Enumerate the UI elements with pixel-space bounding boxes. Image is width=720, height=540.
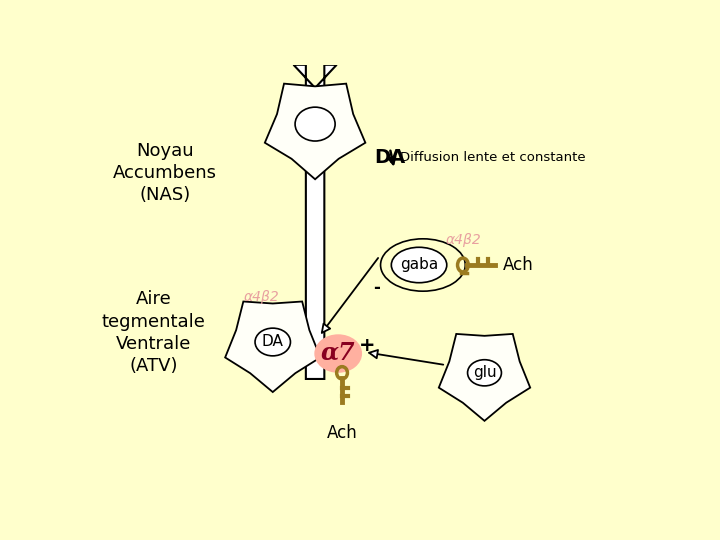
Text: Ach: Ach [503, 256, 534, 274]
Polygon shape [438, 334, 530, 421]
Ellipse shape [467, 360, 501, 386]
Text: α7: α7 [321, 340, 356, 364]
Polygon shape [294, 65, 337, 379]
Text: Aire
tegmentale
Ventrale
(ATV): Aire tegmentale Ventrale (ATV) [102, 291, 205, 375]
Ellipse shape [381, 239, 465, 291]
Text: Noyau
Accumbens
(NAS): Noyau Accumbens (NAS) [113, 142, 217, 204]
Text: DA: DA [374, 148, 405, 167]
Polygon shape [225, 301, 320, 392]
Text: glu: glu [473, 365, 496, 380]
Text: α4β2: α4β2 [446, 233, 482, 247]
Text: gaba: gaba [400, 258, 438, 273]
Ellipse shape [255, 328, 290, 356]
Ellipse shape [295, 107, 335, 141]
Ellipse shape [392, 247, 447, 283]
Text: -: - [373, 279, 380, 297]
Polygon shape [265, 84, 365, 179]
Ellipse shape [315, 334, 362, 373]
Text: Ach: Ach [327, 424, 357, 442]
Text: DA: DA [262, 334, 284, 349]
Text: α4β2: α4β2 [243, 291, 279, 305]
Text: +: + [359, 336, 376, 355]
Text: Diffusion lente et constante: Diffusion lente et constante [400, 151, 585, 164]
